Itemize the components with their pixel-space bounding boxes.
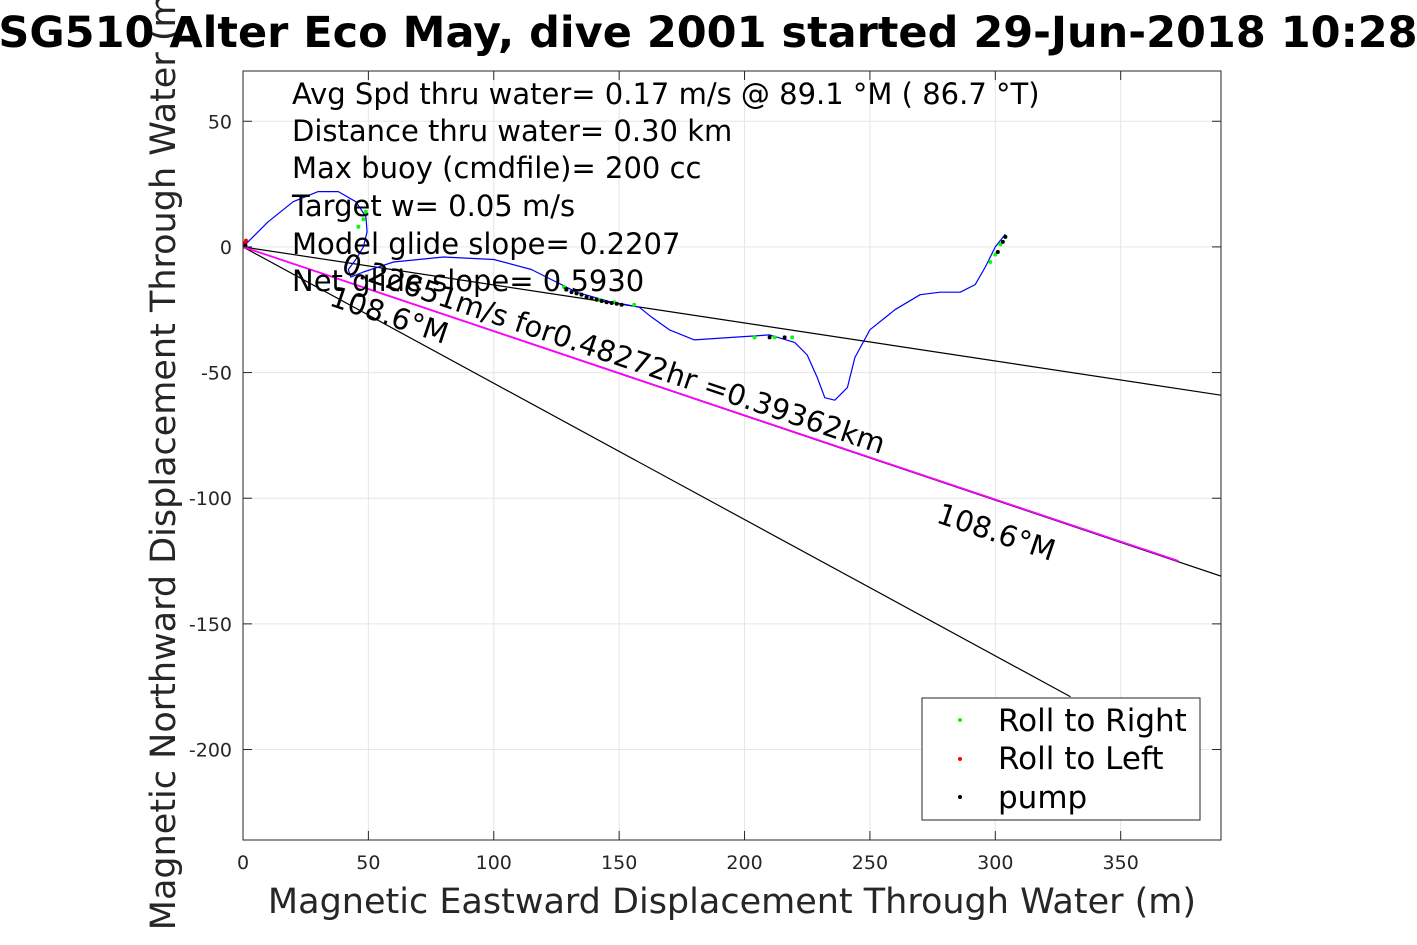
annotation-distance: Distance thru water= 0.30 km	[292, 114, 732, 148]
reference-line	[243, 246, 1221, 396]
x-tick-label: 100	[476, 852, 512, 874]
legend-label-pump: pump	[998, 780, 1087, 816]
x-tick-label: 250	[852, 852, 888, 874]
pump-point	[584, 295, 589, 300]
pump-point	[767, 335, 772, 340]
annotation-target-w: Target w= 0.05 m/s	[291, 189, 575, 223]
roll-to-right-point	[561, 285, 566, 290]
pump-point	[574, 291, 579, 296]
y-tick-label: -100	[189, 488, 232, 510]
annotation-net-glide: Net glide slope= 0.5930	[292, 264, 644, 298]
annotation-max-buoy: Max buoy (cmdfile)= 200 cc	[292, 151, 701, 185]
grid	[242, 71, 1221, 840]
series-layer	[243, 191, 1179, 562]
plot-frame	[242, 70, 1222, 841]
roll-to-left-point	[244, 238, 249, 243]
annotation-model-glide: Model glide slope= 0.2207	[292, 227, 680, 261]
roll-to-right-point	[361, 217, 366, 222]
x-tick-label: 350	[1103, 852, 1139, 874]
roll-to-right-point	[998, 242, 1003, 247]
pump-point	[619, 302, 624, 307]
y-tick-label: -150	[189, 614, 232, 636]
roll-to-right-point	[772, 335, 777, 340]
annotation-block: Avg Spd thru water= 0.17 m/s @ 89.1 °M (…	[291, 77, 1040, 298]
pump-point	[564, 287, 569, 292]
pump-point	[579, 292, 584, 297]
x-tick-label: 0	[237, 852, 249, 874]
legend-label-roll-left: Roll to Left	[998, 741, 1164, 777]
roll-to-right-point	[356, 224, 361, 229]
ticks: 0 50 100 150 200 250 300 350 50 0 -50 -100 -150 -200	[189, 71, 1221, 874]
pump-point	[609, 300, 614, 305]
roll-to-right-point	[363, 209, 368, 214]
x-tick-label: 300	[977, 852, 1013, 874]
legend: Roll to Right Roll to Left pump	[921, 697, 1201, 821]
roll-to-right-point	[632, 302, 637, 307]
x-tick-label: 50	[356, 852, 380, 874]
annotation-avg-speed: Avg Spd thru water= 0.17 m/s @ 89.1 °M (…	[292, 77, 1040, 111]
pump-point	[1000, 239, 1005, 244]
legend-box	[921, 697, 1201, 821]
pump-point	[599, 298, 604, 303]
pump-point	[569, 290, 574, 295]
net-displacement-line	[243, 246, 1179, 562]
y-axis-label: Magnetic Northward Displacement Through …	[144, 0, 184, 930]
legend-label-roll-right: Roll to Right	[998, 703, 1187, 739]
roll-to-right-point	[988, 259, 993, 264]
legend-marker-roll-left	[958, 757, 962, 761]
pump-point	[782, 335, 787, 340]
y-tick-label: 0	[220, 237, 232, 259]
x-tick-label: 150	[601, 852, 637, 874]
x-axis-label: Magnetic Eastward Displacement Through W…	[268, 882, 1196, 922]
legend-marker-roll-right	[958, 718, 962, 722]
chart-title: SG510 Alter Eco May, dive 2001 started 2…	[0, 8, 1417, 58]
reference-line	[243, 246, 1071, 698]
pump-point	[614, 301, 619, 306]
pump-point	[1003, 234, 1008, 239]
y-tick-label: 50	[208, 111, 232, 133]
roll-to-right-point	[993, 252, 998, 257]
pump-point	[604, 300, 609, 305]
legend-marker-pump	[958, 795, 962, 799]
y-tick-label: -50	[201, 363, 232, 385]
roll-to-right-point	[752, 335, 757, 340]
x-tick-label: 200	[726, 852, 762, 874]
roll-to-right-point	[790, 335, 795, 340]
pump-point	[995, 249, 1000, 254]
y-tick-label: -200	[189, 740, 232, 762]
pump-point	[594, 297, 599, 302]
pump-point	[589, 296, 594, 301]
